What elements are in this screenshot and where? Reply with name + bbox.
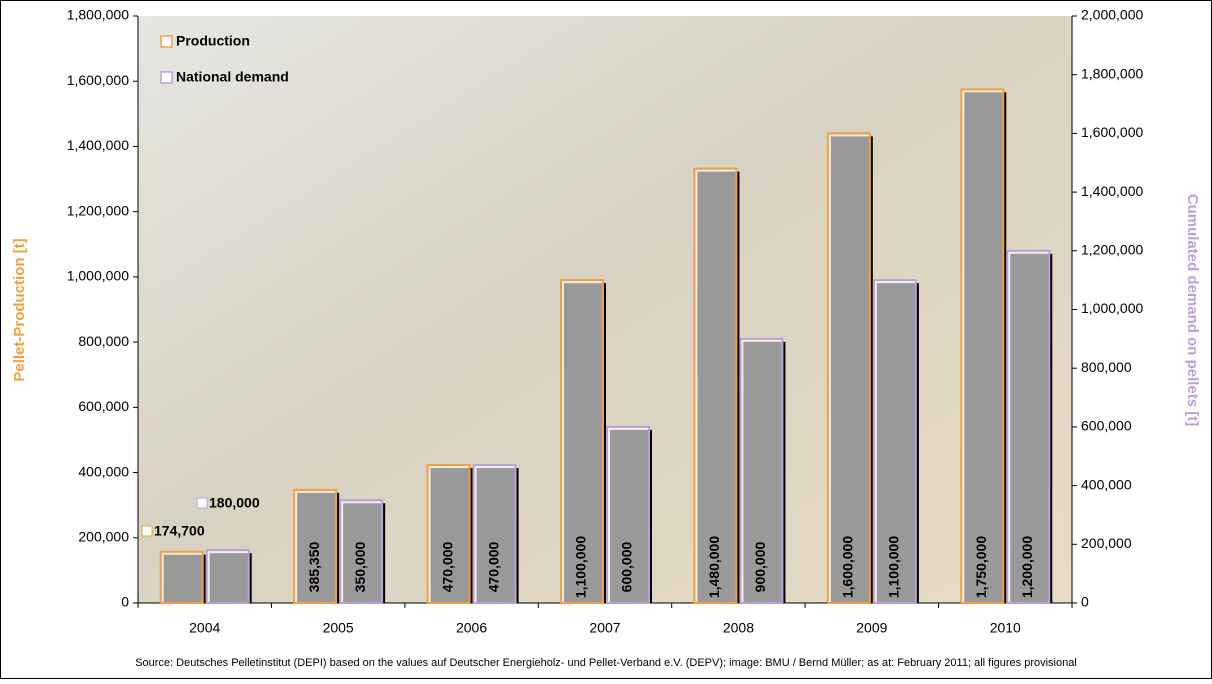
data-label: 1,480,000 bbox=[706, 536, 722, 598]
bar bbox=[960, 88, 1005, 604]
x-tick-label: 2010 bbox=[990, 620, 1021, 636]
label-marker bbox=[196, 497, 208, 509]
y-tick-label: 1,000,000 bbox=[67, 268, 129, 284]
y-tick-label: 1,200,000 bbox=[67, 202, 129, 218]
y-tick-label: 0 bbox=[121, 594, 129, 610]
y2-tick-label: 1,800,000 bbox=[1081, 65, 1143, 81]
y2-tick-label: 1,000,000 bbox=[1081, 300, 1143, 316]
y2-tick-label: 1,200,000 bbox=[1081, 242, 1143, 258]
bar bbox=[159, 550, 204, 604]
y2-tick-label: 0 bbox=[1081, 594, 1089, 610]
data-label: 900,000 bbox=[752, 541, 768, 592]
x-tick-label: 2009 bbox=[856, 620, 887, 636]
bar bbox=[426, 464, 471, 604]
bar bbox=[739, 337, 784, 604]
data-label: 180,000 bbox=[209, 495, 260, 511]
bar bbox=[472, 464, 517, 604]
bar bbox=[693, 167, 738, 604]
y2-tick-label: 1,600,000 bbox=[1081, 124, 1143, 140]
y2-tick-label: 400,000 bbox=[1081, 476, 1132, 492]
data-label: 1,100,000 bbox=[886, 536, 902, 598]
data-label: 1,200,000 bbox=[1019, 536, 1035, 598]
y2-tick-label: 800,000 bbox=[1081, 359, 1132, 375]
y-axis-title: Pellet-Production [t] bbox=[11, 238, 28, 381]
data-label: 174,700 bbox=[154, 523, 205, 539]
bar bbox=[826, 132, 871, 604]
bar bbox=[872, 279, 917, 604]
y-tick-label: 1,600,000 bbox=[67, 72, 129, 88]
legend-marker bbox=[160, 35, 173, 48]
y2-tick-label: 200,000 bbox=[1081, 535, 1132, 551]
x-tick-label: 2004 bbox=[189, 620, 220, 636]
bar bbox=[606, 425, 650, 604]
x-tick-label: 2008 bbox=[723, 620, 754, 636]
x-tick-label: 2005 bbox=[323, 620, 354, 636]
bar bbox=[1006, 249, 1051, 605]
y2-tick-label: 2,000,000 bbox=[1081, 7, 1143, 23]
bar bbox=[560, 279, 604, 604]
legend-label: National demand bbox=[176, 69, 289, 85]
y-tick-label: 200,000 bbox=[78, 528, 129, 544]
y2-tick-label: 600,000 bbox=[1081, 418, 1132, 434]
y-tick-label: 600,000 bbox=[78, 398, 129, 414]
y2-tick-label: 1,400,000 bbox=[1081, 183, 1143, 199]
bar bbox=[339, 499, 384, 604]
bar bbox=[293, 488, 338, 605]
y-tick-label: 400,000 bbox=[78, 463, 129, 479]
x-tick-label: 2007 bbox=[589, 620, 620, 636]
data-label: 385,350 bbox=[306, 541, 322, 592]
data-label: 1,600,000 bbox=[840, 536, 856, 598]
y-tick-label: 1,800,000 bbox=[67, 7, 129, 23]
bar bbox=[205, 549, 250, 604]
data-label: 1,100,000 bbox=[573, 536, 589, 598]
x-tick-label: 2006 bbox=[456, 620, 487, 636]
data-label: 470,000 bbox=[485, 541, 501, 592]
label-marker bbox=[141, 525, 153, 537]
y2-axis-title: Cumulated demand on pellets [t] bbox=[1184, 194, 1201, 427]
data-label: 350,000 bbox=[352, 541, 368, 592]
data-label: 600,000 bbox=[619, 541, 635, 592]
data-label: 470,000 bbox=[439, 541, 455, 592]
source-note: Source: Deutsches Pelletinstitut (DEPI) … bbox=[135, 657, 1077, 669]
legend-label: Production bbox=[176, 33, 250, 49]
y-tick-label: 800,000 bbox=[78, 333, 129, 349]
legend-marker bbox=[160, 71, 173, 84]
y-tick-label: 1,400,000 bbox=[67, 137, 129, 153]
data-label: 1,750,000 bbox=[973, 536, 989, 598]
